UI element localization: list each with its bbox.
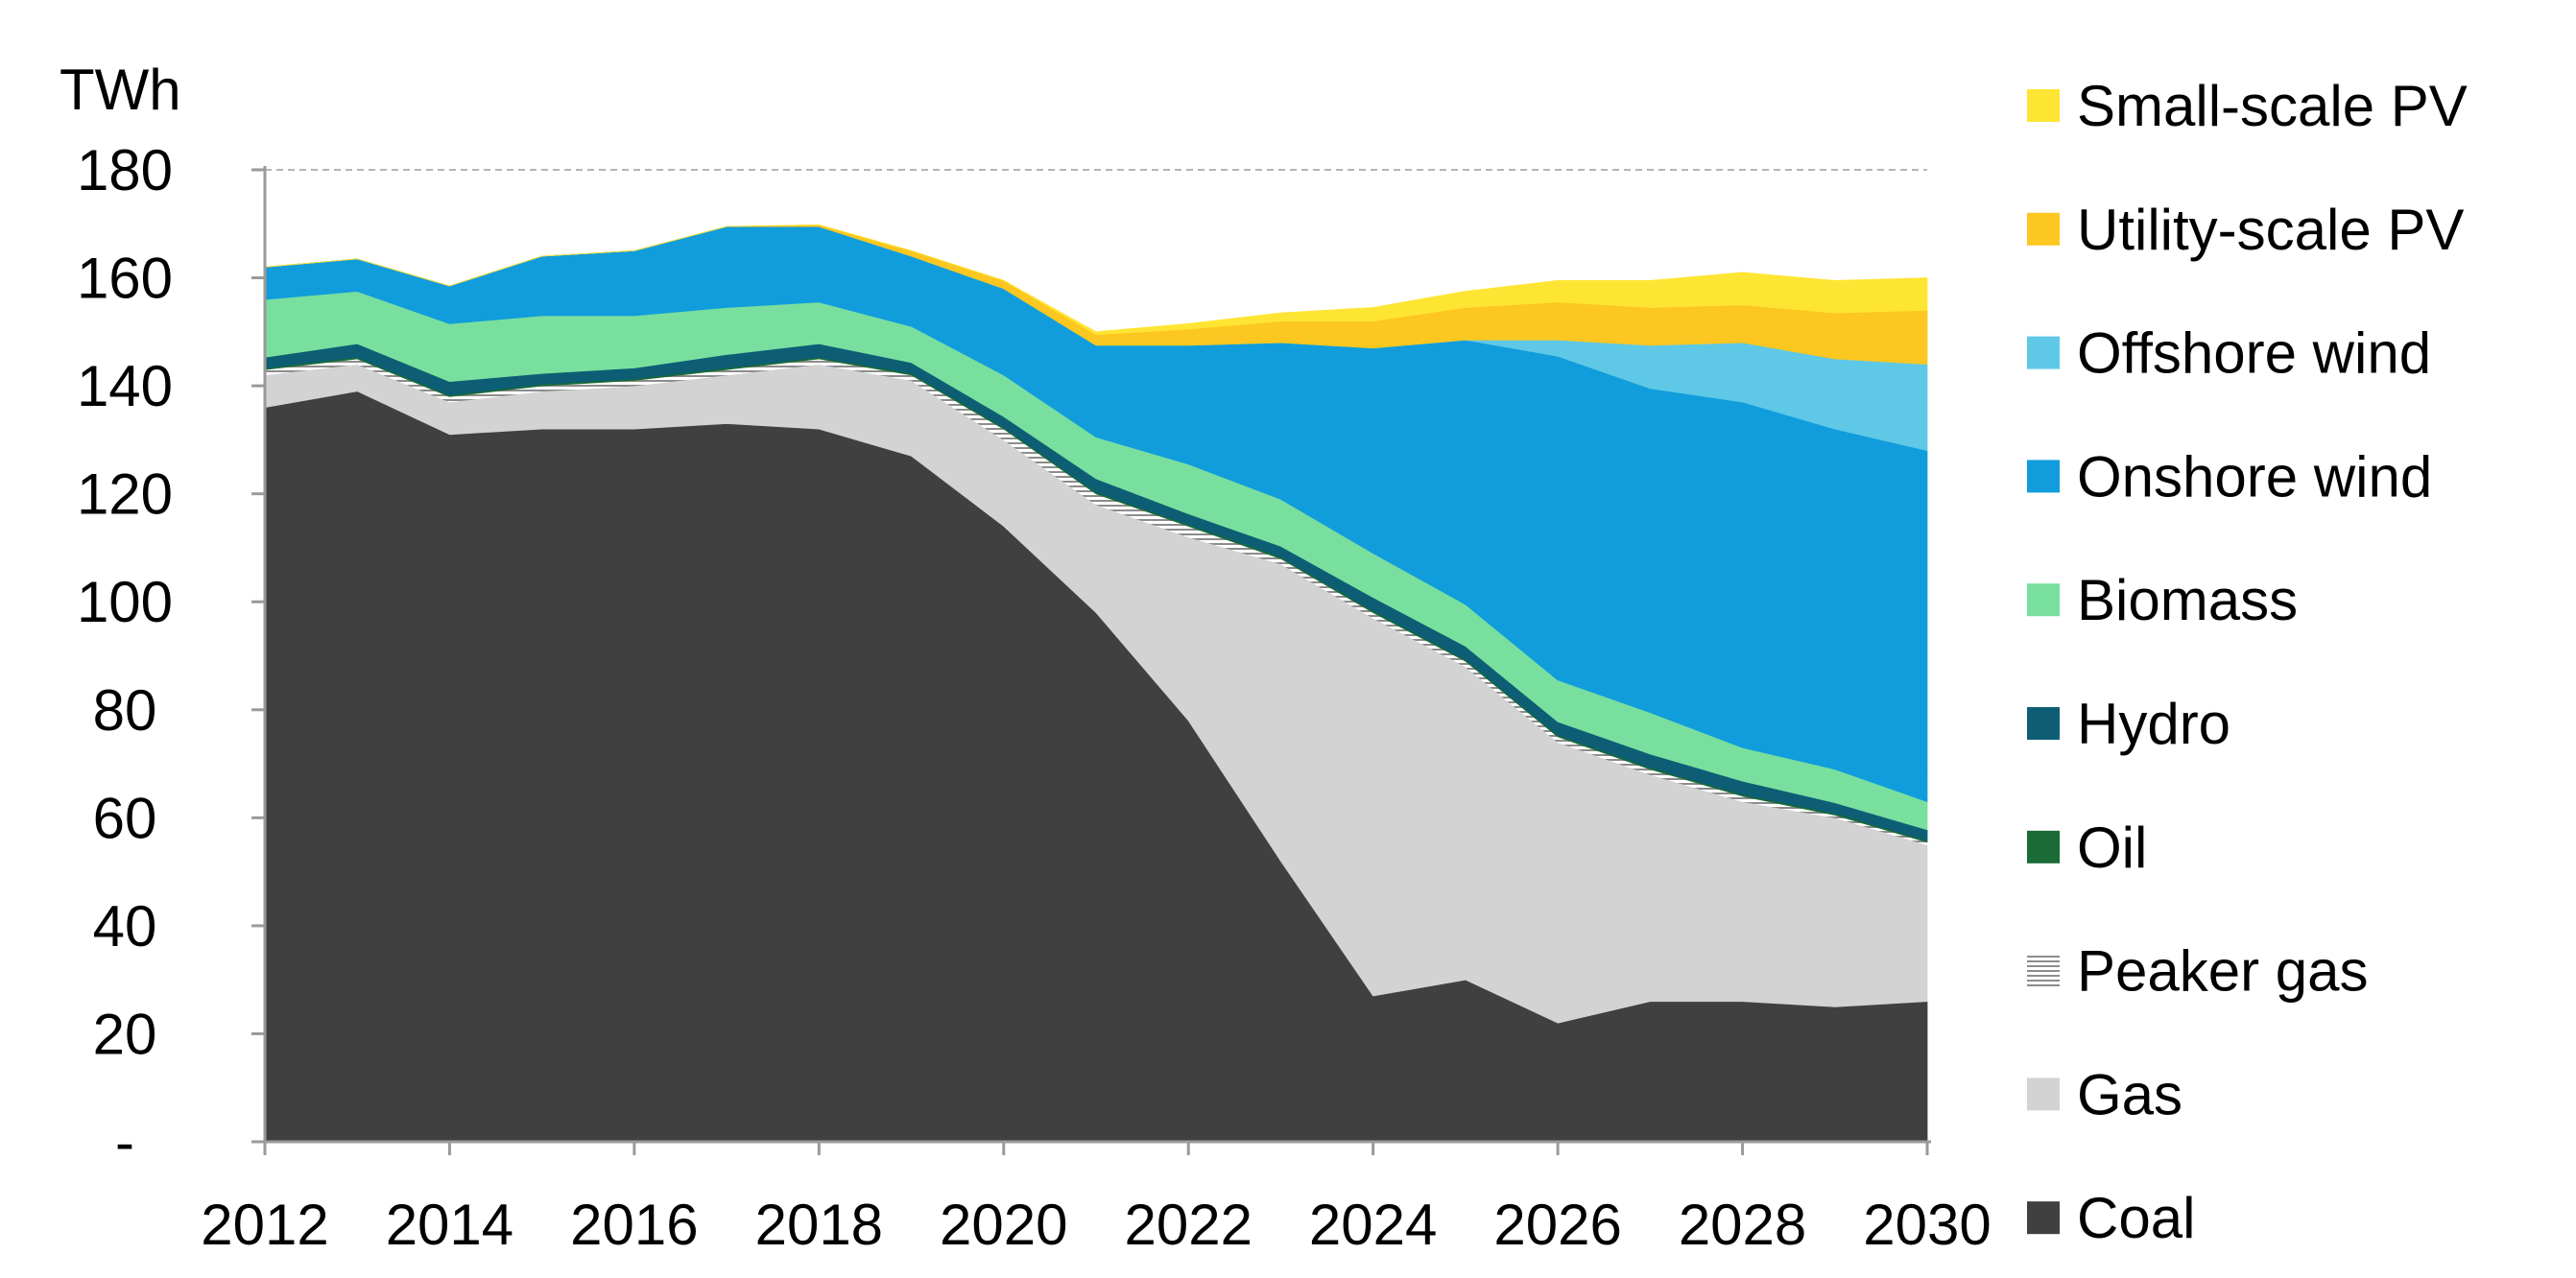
- legend-item-coal: Coal: [2027, 1186, 2195, 1250]
- x-tick-label: 2030: [1863, 1193, 1991, 1257]
- legend-label: Utility-scale PV: [2077, 198, 2464, 262]
- y-tick-label: 80: [93, 678, 157, 743]
- x-tick-label: 2016: [570, 1193, 698, 1257]
- legend-item-small-scale-pv: Small-scale PV: [2027, 74, 2468, 138]
- y-axis-tick-labels: - 20 40 60 80 100 120 140 160 180: [77, 138, 173, 1174]
- legend-swatch: [2027, 707, 2060, 740]
- x-tick-label: 2018: [755, 1193, 883, 1257]
- legend-item-onshore-wind: Onshore wind: [2027, 444, 2432, 509]
- legend-swatch: [2027, 583, 2060, 617]
- legend-item-biomass: Biomass: [2027, 568, 2298, 632]
- x-tick-label: 2026: [1493, 1193, 1621, 1257]
- y-tick-label: 40: [93, 894, 157, 958]
- legend-swatch: [2027, 1077, 2060, 1111]
- legend-swatch: [2027, 1201, 2060, 1235]
- legend-item-oil: Oil: [2027, 816, 2147, 880]
- legend-swatch: [2027, 830, 2060, 864]
- y-tick-label: -: [115, 1110, 134, 1174]
- x-tick-label: 2024: [1309, 1193, 1437, 1257]
- legend-swatch: [2027, 954, 2060, 987]
- legend-label: Hydro: [2077, 692, 2230, 756]
- y-tick-label: 100: [77, 570, 173, 634]
- legend-item-peaker-gas: Peaker gas: [2027, 939, 2369, 1004]
- y-tick-label: 60: [93, 786, 157, 850]
- legend-label: Coal: [2077, 1186, 2195, 1250]
- y-tick-label: 140: [77, 354, 173, 418]
- legend-swatch: [2027, 212, 2060, 246]
- legend-label: Gas: [2077, 1062, 2182, 1126]
- x-axis-tick-labels: 2012 2014 2016 2018 2020 2022 2024 2026 2028 2030: [201, 1193, 1991, 1257]
- axes: [251, 166, 1931, 1155]
- legend-item-offshore-wind: Offshore wind: [2027, 321, 2431, 386]
- area-series: [264, 225, 1928, 1143]
- legend-label: Oil: [2077, 816, 2147, 880]
- y-tick-label: 160: [77, 247, 173, 311]
- legend: Small-scale PV Utility-scale PV Offshore w…: [2027, 74, 2468, 1250]
- y-tick-label: 180: [77, 138, 173, 202]
- legend-swatch: [2027, 460, 2060, 493]
- y-tick-label: 120: [77, 462, 173, 527]
- legend-swatch: [2027, 89, 2060, 122]
- x-tick-label: 2022: [1124, 1193, 1252, 1257]
- legend-item-hydro: Hydro: [2027, 692, 2230, 756]
- y-axis-unit-label: TWh: [60, 58, 181, 122]
- legend-label: Peaker gas: [2077, 939, 2369, 1004]
- legend-item-utility-scale-pv: Utility-scale PV: [2027, 198, 2464, 262]
- x-tick-label: 2012: [201, 1193, 328, 1257]
- legend-label: Offshore wind: [2077, 321, 2431, 386]
- x-tick-label: 2014: [386, 1193, 513, 1257]
- x-tick-label: 2028: [1679, 1193, 1806, 1257]
- legend-label: Onshore wind: [2077, 444, 2432, 509]
- y-tick-label: 20: [93, 1002, 157, 1066]
- legend-label: Biomass: [2077, 568, 2298, 632]
- legend-label: Small-scale PV: [2077, 74, 2468, 138]
- legend-swatch: [2027, 336, 2060, 369]
- legend-item-gas: Gas: [2027, 1062, 2182, 1126]
- area-small-scale-pv: [264, 225, 1928, 335]
- x-tick-label: 2020: [940, 1193, 1067, 1257]
